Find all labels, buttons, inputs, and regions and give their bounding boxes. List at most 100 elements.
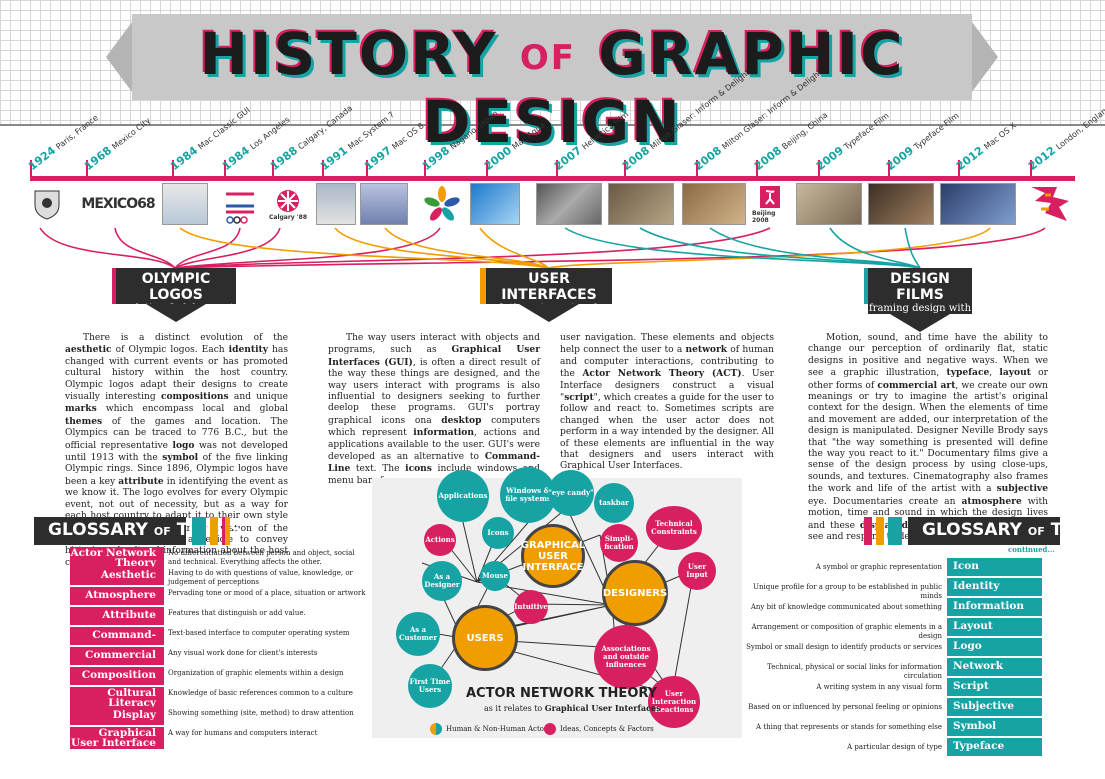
glossary-definition: Knowledge of basic references common to … — [168, 689, 353, 697]
node-label: Associations and outside influences — [601, 644, 651, 669]
network-subtitle-pre: as it relates to — [484, 704, 543, 713]
mac-classic-thumbnail — [162, 183, 208, 225]
node-label: GRAPHICAL USER INTERFACE — [520, 539, 586, 573]
network-subtitle-bold: Graphical User Interfaces — [544, 703, 661, 713]
design-films-banner: DESIGN FILMS framing design with motion … — [868, 268, 972, 325]
glossary-title-left: GLOSSARY OF TERMS — [34, 517, 242, 545]
glossary-term: Network — [947, 658, 1042, 676]
node-technical-constraints: Technical Constraints — [646, 506, 702, 550]
node-icons: Icons — [482, 517, 514, 549]
node-users: USERS — [452, 605, 518, 671]
timeline-tick — [366, 160, 368, 180]
keyword: Command-Line — [328, 451, 540, 475]
typeface-film-thumbnail-2 — [868, 183, 934, 225]
london-2012-logo — [1026, 183, 1072, 225]
timeline-tick — [424, 160, 426, 180]
node-label: DESIGNERS — [602, 587, 668, 599]
glossary-term: Commercial Art — [70, 647, 164, 678]
glossary-definition: Text-based interface to computer operati… — [168, 629, 350, 637]
timeline-tick — [888, 160, 890, 180]
node-intuitive: Intuitive — [514, 590, 548, 624]
node-first-time-users: First Time Users — [408, 664, 452, 708]
nagano-1998-logo — [420, 183, 464, 225]
node-label: First Time Users — [409, 677, 451, 694]
title-banner: HISTORY OF GRAPHIC DESIGN — [106, 14, 998, 156]
network-title: ACTOR NETWORK THEORY — [466, 686, 658, 701]
continued-label: continued... — [1008, 545, 1055, 554]
keyword: atmosphere — [961, 495, 1022, 507]
glossary-definition: A way for humans and computers interact — [168, 729, 318, 737]
timeline-connector-curves — [39, 227, 1046, 269]
glossary-term: Attribute — [70, 607, 164, 625]
stars-stripes-icon — [226, 192, 254, 224]
title-part-2: GRAPHIC DESIGN — [422, 20, 905, 156]
legend-ideas: Ideas, Concepts & Factors — [544, 723, 654, 735]
glossary-title-right: GLOSSARY OF TERMS — [908, 517, 1105, 545]
timeline-tick — [958, 160, 960, 180]
divider — [0, 124, 1105, 126]
timeline-tick — [756, 160, 758, 180]
node-actions: Actions — [424, 524, 456, 556]
glossary-term: Identity — [947, 578, 1042, 596]
glossary-definition: Any bit of knowledge communicated about … — [750, 603, 942, 611]
glossary-definition: Pervading tone or mood of a place, situa… — [168, 589, 366, 597]
keyword: layout — [999, 367, 1031, 379]
node-label: Actions — [425, 535, 455, 544]
glossary-definition: Technical, physical or social links for … — [767, 663, 942, 680]
node-label: Applications — [438, 491, 488, 500]
node-mouse: Mouse — [480, 561, 510, 591]
glossary-definition: Organization of graphic elements within … — [168, 669, 344, 677]
node-label: Intuitive — [514, 602, 548, 611]
timeline-tick — [696, 160, 698, 180]
network-subtitle: as it relates to Graphical User Interfac… — [484, 703, 661, 713]
keyword: desktop — [441, 414, 482, 426]
keyword: attribute — [118, 475, 164, 487]
timeline-bar — [30, 176, 1075, 181]
node-label: Icons — [487, 528, 509, 537]
keyword: information — [413, 427, 474, 439]
olympic-arrow — [146, 304, 206, 322]
glossary-word: GLOSSARY — [922, 520, 1022, 540]
paris-1924-logo — [18, 183, 76, 225]
keyword: themes — [65, 415, 103, 427]
timeline-tick — [818, 160, 820, 180]
ui-arrow — [519, 304, 579, 322]
glossary-term: Typeface — [947, 738, 1042, 756]
beijing-2008-logo: Beijing 2008 — [752, 183, 788, 225]
node-label: "eye candy" — [548, 488, 594, 497]
node-designers: DESIGNERS — [602, 560, 668, 626]
films-paragraph: Motion, sound, and time have the ability… — [808, 333, 1048, 542]
glossary-definition: No differentiation between person and ob… — [168, 549, 355, 566]
glossary-definition: Features that distinguish or add value. — [168, 609, 306, 617]
keyword: marks — [65, 403, 97, 415]
films-arrow — [890, 314, 950, 332]
keyword: typeface — [946, 367, 990, 379]
node-as-designer: As a Designer — [422, 561, 462, 601]
swatch-teal — [192, 517, 206, 545]
node-associations: Associations and outside influences — [594, 625, 658, 689]
swatch-pink — [222, 517, 230, 545]
keyword: icons — [405, 463, 432, 475]
keyword: logo — [172, 439, 195, 451]
olympic-paragraph: There is a distinct evolution of the aes… — [65, 333, 288, 568]
timeline-tick — [172, 160, 174, 180]
mac-osx-thumbnail — [940, 183, 1016, 225]
london-2012-icon — [1031, 187, 1069, 221]
node-label: Mouse — [482, 571, 508, 580]
glossary-definition: Unique profile for a group to be establi… — [753, 583, 942, 600]
legend-actors-label: Human & Non-Human Actors — [446, 725, 551, 733]
timeline-tick — [86, 160, 88, 180]
legend-ideas-swatch — [544, 723, 556, 735]
swatch-orange-right — [876, 517, 884, 545]
node-taskbar: taskbar — [594, 483, 634, 523]
la-1984-logo — [218, 183, 262, 225]
glossary-of: OF — [153, 525, 171, 538]
terms-word: TERMS — [1050, 520, 1105, 540]
timeline-tick — [556, 160, 558, 180]
node-label: USERS — [466, 632, 504, 644]
dancing-figure-icon — [760, 186, 780, 208]
keyword: commercial art — [877, 379, 956, 391]
mac-system7-thumbnail — [316, 183, 356, 225]
glossary-term: Icon — [947, 558, 1042, 576]
timeline-tick — [272, 160, 274, 180]
